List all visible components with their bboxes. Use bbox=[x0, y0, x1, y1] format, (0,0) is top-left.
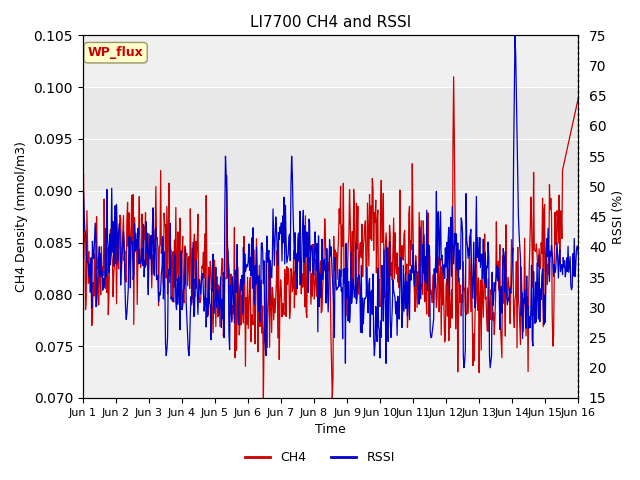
X-axis label: Time: Time bbox=[316, 423, 346, 436]
Title: LI7700 CH4 and RSSI: LI7700 CH4 and RSSI bbox=[250, 15, 412, 30]
Bar bbox=[83, 87, 579, 191]
Text: WP_flux: WP_flux bbox=[88, 46, 143, 59]
Legend: CH4, RSSI: CH4, RSSI bbox=[240, 446, 400, 469]
Y-axis label: RSSI (%): RSSI (%) bbox=[612, 190, 625, 244]
Y-axis label: CH4 Density (mmol/m3): CH4 Density (mmol/m3) bbox=[15, 141, 28, 292]
